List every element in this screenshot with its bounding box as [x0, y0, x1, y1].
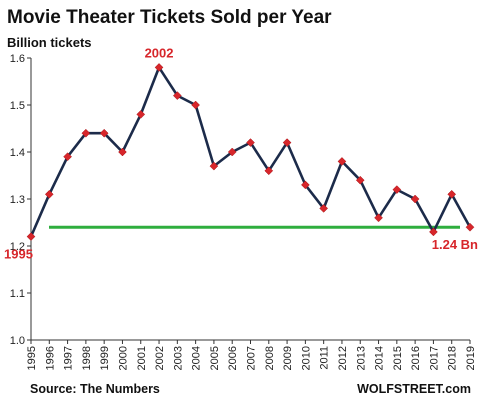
data-point [172, 91, 182, 100]
x-tick-label: 2011 [319, 346, 331, 370]
brand-label: WOLFSTREET.com [357, 382, 471, 396]
data-point [374, 213, 383, 223]
x-tick-label: 2014 [374, 346, 386, 370]
y-tick-label: 1.3 [10, 194, 25, 206]
series-line [29, 66, 472, 238]
data-point [264, 166, 274, 176]
chart-title: Movie Theater Tickets Sold per Year [7, 7, 332, 28]
x-tick-label: 2004 [191, 346, 203, 370]
x-tick-label: 2010 [300, 346, 312, 370]
x-ticks: 1995 1996 1997 1998 1999 2000 2001 2002 2003 2004… [26, 340, 477, 370]
data-point [355, 175, 365, 185]
data-point [227, 147, 237, 157]
x-tick-label: 2013 [355, 346, 367, 370]
x-tick-label: 2002 [154, 346, 166, 370]
data-point [63, 152, 72, 162]
y-tick-label: 1.0 [10, 335, 25, 347]
x-tick-label: 2000 [117, 346, 129, 370]
data-point [99, 128, 109, 138]
data-point [81, 128, 91, 138]
data-point [246, 138, 255, 147]
annotation-layer: 2002 1995 1.24 Bn [4, 45, 478, 261]
data-point [465, 222, 475, 232]
y-tick-label: 1.6 [10, 53, 25, 65]
data-point [191, 100, 200, 110]
data-point [410, 194, 420, 204]
marker-layer [26, 63, 475, 241]
data-point [319, 204, 329, 213]
x-tick-label: 2001 [136, 346, 148, 370]
x-tick-label: 1995 [26, 346, 38, 370]
y-tick-label: 1.1 [10, 288, 25, 300]
y-tick-label: 1.5 [10, 100, 25, 112]
y-tick-label: 1.2 [10, 241, 25, 253]
data-point [209, 161, 219, 171]
x-tick-label: 2009 [282, 346, 294, 370]
data-point [337, 157, 347, 166]
series-layer [29, 66, 472, 238]
x-tick-label: 2019 [465, 346, 477, 370]
y-tick-label: 1.4 [10, 147, 25, 159]
x-tick-label: 1996 [44, 346, 56, 370]
annotation-label: 2002 [145, 45, 174, 60]
x-tick-label: 1997 [63, 346, 75, 370]
x-tick-label: 2012 [337, 346, 349, 370]
source-note: Source: The Numbers [30, 382, 160, 396]
data-point [429, 227, 438, 237]
data-point [154, 63, 164, 72]
data-point [282, 138, 292, 147]
data-point [136, 110, 146, 119]
x-tick-label: 2003 [172, 346, 184, 370]
x-tick-label: 2018 [447, 346, 459, 370]
x-tick-label: 2005 [209, 346, 221, 370]
x-tick-label: 2008 [264, 346, 276, 370]
x-tick-label: 2007 [246, 346, 258, 370]
annotation-label: 1.24 Bn [432, 237, 478, 252]
data-point [26, 232, 36, 241]
data-point [301, 180, 310, 190]
x-tick-label: 2017 [428, 346, 440, 370]
x-tick-label: 1999 [99, 346, 111, 370]
data-point [447, 189, 457, 199]
data-point [392, 185, 402, 194]
y-ticks: 1.0 1.1 1.2 1.3 1.4 1.5 1.6 [10, 53, 31, 347]
x-tick-label: 2015 [392, 346, 404, 370]
x-tick-label: 2006 [227, 346, 239, 370]
data-point [44, 189, 54, 199]
x-tick-label: 1998 [81, 346, 93, 370]
x-tick-label: 2016 [410, 346, 422, 370]
data-point [118, 147, 127, 157]
chart-subtitle: Billion tickets [7, 35, 92, 50]
annotation-label: 1995 [4, 247, 33, 262]
